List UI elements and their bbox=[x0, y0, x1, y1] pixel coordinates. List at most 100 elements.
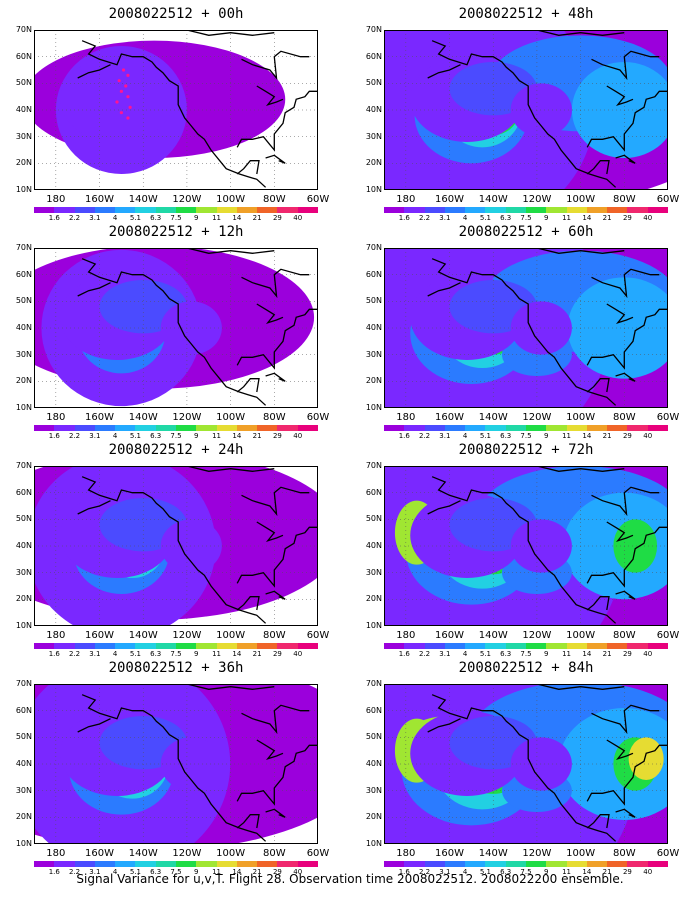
colorbar-segment bbox=[384, 425, 405, 431]
colorbar-segment bbox=[115, 207, 136, 213]
colorbar-segment bbox=[74, 643, 95, 649]
coastline bbox=[236, 90, 318, 152]
colorbar-label: 7.5 bbox=[170, 650, 182, 658]
colorbar-label: 9 bbox=[544, 214, 549, 222]
colorbar-segment bbox=[505, 861, 526, 867]
lon-tick-label: 60W bbox=[656, 630, 680, 641]
variance-contour bbox=[510, 301, 572, 355]
lat-tick-label: 50N bbox=[15, 732, 32, 742]
lon-tick-label: 140W bbox=[478, 412, 508, 423]
coastline bbox=[236, 596, 260, 611]
lat-tick-label: 70N bbox=[15, 25, 32, 34]
colorbar-segment bbox=[546, 643, 567, 649]
lon-tick-label: 140W bbox=[128, 412, 158, 423]
variance-contour bbox=[160, 301, 222, 355]
colorbar-segment bbox=[627, 643, 648, 649]
colorbar-segment bbox=[74, 207, 95, 213]
colorbar-label: 14 bbox=[232, 650, 242, 658]
colorbar-label: 2.2 bbox=[418, 650, 431, 658]
colorbar-label: 3.1 bbox=[439, 214, 451, 222]
colorbar-segment bbox=[404, 861, 425, 867]
coastline bbox=[77, 282, 111, 297]
coastline bbox=[431, 694, 617, 842]
lon-tick-label: 100W bbox=[216, 194, 246, 205]
plot-frame bbox=[384, 248, 668, 408]
colorbar-label: 3.1 bbox=[439, 650, 451, 658]
coastline bbox=[236, 526, 318, 588]
lon-tick-label: 60W bbox=[306, 848, 330, 859]
colorbar-segment bbox=[586, 861, 608, 867]
colorbar-segment bbox=[175, 643, 197, 649]
coastline bbox=[241, 268, 310, 299]
colorbar-segment bbox=[444, 643, 466, 649]
variance-contour bbox=[567, 277, 668, 379]
colorbar-label: 21 bbox=[602, 214, 612, 222]
colorbar-label: 6.3 bbox=[500, 650, 512, 658]
colorbar-label: 11 bbox=[562, 432, 572, 440]
colorbar-label: 21 bbox=[252, 868, 262, 876]
colorbar-label: 5.1 bbox=[129, 432, 141, 440]
lat-tick-label: 40N bbox=[15, 541, 32, 550]
plot-frame bbox=[34, 684, 318, 844]
lat-tick-label: 30N bbox=[365, 131, 382, 141]
colorbar bbox=[384, 425, 668, 431]
lon-tick-label: 160W bbox=[435, 412, 465, 423]
plot-frame bbox=[34, 248, 318, 408]
lat-tick-label: 50N bbox=[365, 78, 382, 88]
colorbar-labels: 1.6 2.2 3.1 4 5.1 6.3 7.5 9 11 14 21 29 40 bbox=[384, 432, 668, 442]
lon-tick-label: 120W bbox=[172, 412, 202, 423]
lon-tick-label: 180 bbox=[46, 412, 66, 423]
coastline bbox=[586, 308, 668, 370]
lon-tick-label: 180 bbox=[396, 848, 416, 859]
colorbar-segment bbox=[236, 861, 258, 867]
lon-tick-label: 100W bbox=[566, 194, 596, 205]
lat-tick-label: 60N bbox=[15, 705, 32, 715]
flight-track-point bbox=[117, 79, 121, 83]
colorbar-label: 29 bbox=[622, 214, 632, 222]
colorbar-segment bbox=[465, 861, 486, 867]
lat-tick-label: 40N bbox=[15, 323, 32, 332]
lon-tick-label: 60W bbox=[306, 194, 330, 205]
coastline bbox=[431, 258, 617, 406]
colorbar-label: 3.1 bbox=[89, 214, 101, 222]
variance-contour bbox=[510, 83, 572, 137]
lon-tick-label: 140W bbox=[128, 848, 158, 859]
colorbar-label: 21 bbox=[602, 868, 612, 876]
lat-tick-label: 30N bbox=[365, 785, 382, 795]
colorbar-label: 1.6 bbox=[398, 432, 410, 440]
colorbar-label: 5.1 bbox=[479, 432, 491, 440]
colorbar-segment bbox=[647, 861, 668, 867]
lat-tick-label: 70N bbox=[15, 461, 32, 470]
colorbar-label: 40 bbox=[293, 214, 303, 222]
plot-frame bbox=[384, 684, 668, 844]
lon-tick-label: 160W bbox=[85, 194, 115, 205]
colorbar-label: 5.1 bbox=[129, 650, 141, 658]
colorbar-label: 2.2 bbox=[418, 214, 431, 222]
colorbar-label: 1.6 bbox=[398, 868, 410, 876]
colorbar-label: 4 bbox=[112, 214, 118, 222]
colorbar-label: 40 bbox=[643, 868, 653, 876]
colorbar-labels: 1.6 2.2 3.1 4 5.1 6.3 7.5 9 11 14 21 29 40 bbox=[34, 868, 318, 878]
colorbar-segment bbox=[94, 207, 116, 213]
lat-tick-label: 20N bbox=[15, 376, 32, 386]
coastline bbox=[265, 372, 286, 382]
map-svg bbox=[34, 30, 318, 190]
colorbar-label: 11 bbox=[562, 868, 572, 876]
lat-tick-label: 50N bbox=[365, 732, 382, 742]
colorbar-segment bbox=[236, 643, 258, 649]
colorbar-label: 14 bbox=[232, 214, 242, 222]
colorbar-label: 6.3 bbox=[500, 868, 512, 876]
flight-track-point bbox=[119, 111, 123, 115]
variance-contour bbox=[510, 519, 572, 573]
lat-tick-label: 30N bbox=[365, 567, 382, 577]
lat-tick-label: 20N bbox=[365, 376, 382, 386]
map-panel: 2008022512 + 60h 70N 60N 50N 40N 30N 20N 10N 180… bbox=[350, 222, 690, 440]
colorbar-label: 2.2 bbox=[68, 650, 81, 658]
coastline bbox=[81, 476, 267, 624]
lat-tick-label: 60N bbox=[365, 705, 382, 715]
variance-contour bbox=[160, 519, 222, 573]
colorbar-label: 14 bbox=[582, 868, 592, 876]
colorbar-labels: 1.6 2.2 3.1 4 5.1 6.3 7.5 9 11 14 21 29 40 bbox=[34, 432, 318, 442]
colorbar-label: 6.3 bbox=[150, 868, 162, 876]
coastline bbox=[615, 590, 636, 600]
